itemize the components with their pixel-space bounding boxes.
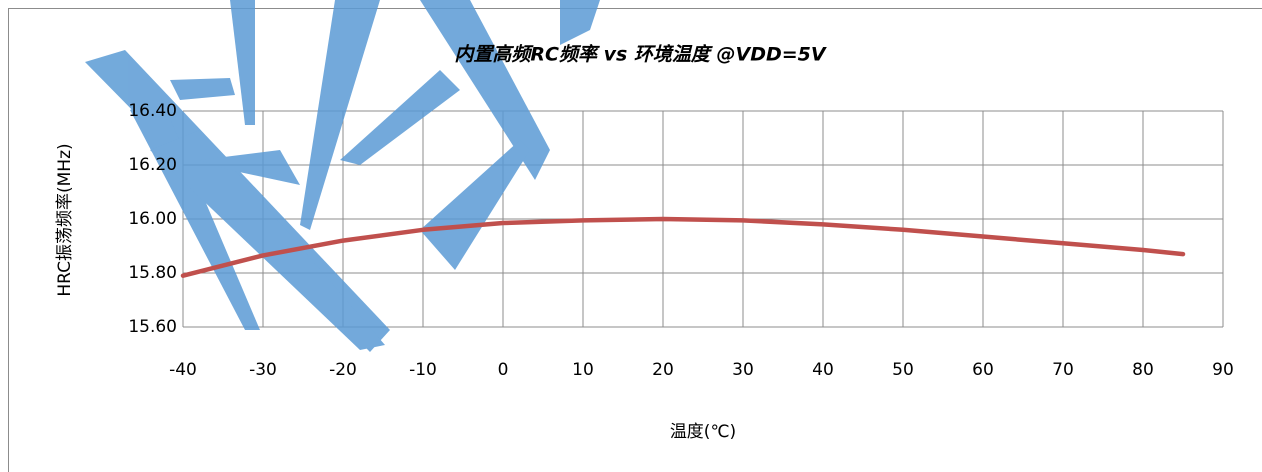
y-tick-label: 15.60 <box>128 317 177 337</box>
y-tick-label: 16.40 <box>128 101 177 121</box>
x-tick-label: 80 <box>1132 360 1154 380</box>
x-tick-label: 20 <box>652 360 674 380</box>
x-tick-label: -20 <box>329 360 357 380</box>
x-tick-label: -30 <box>249 360 277 380</box>
x-tick-label: -40 <box>169 360 197 380</box>
x-tick-label: 0 <box>498 360 509 380</box>
watermark <box>85 0 600 352</box>
y-tick-label: 16.00 <box>128 209 177 229</box>
x-axis-label: 温度(℃) <box>670 422 736 442</box>
x-tick-label: 60 <box>972 360 994 380</box>
x-tick-label: -10 <box>409 360 437 380</box>
y-tick-label: 15.80 <box>128 263 177 283</box>
y-axis-label: HRC振荡频率(MHz) <box>55 143 75 296</box>
x-tick-label: 10 <box>572 360 594 380</box>
y-tick-label: 16.20 <box>128 155 177 175</box>
x-tick-label: 40 <box>812 360 834 380</box>
chart-title: 内置高频RC频率 vs 环境温度 @VDD=5V <box>454 44 827 66</box>
data-line <box>180 216 1186 278</box>
chart-border <box>8 8 1262 472</box>
x-tick-label: 90 <box>1212 360 1234 380</box>
x-tick-label: 70 <box>1052 360 1074 380</box>
x-tick-label: 30 <box>732 360 754 380</box>
x-tick-label: 50 <box>892 360 914 380</box>
